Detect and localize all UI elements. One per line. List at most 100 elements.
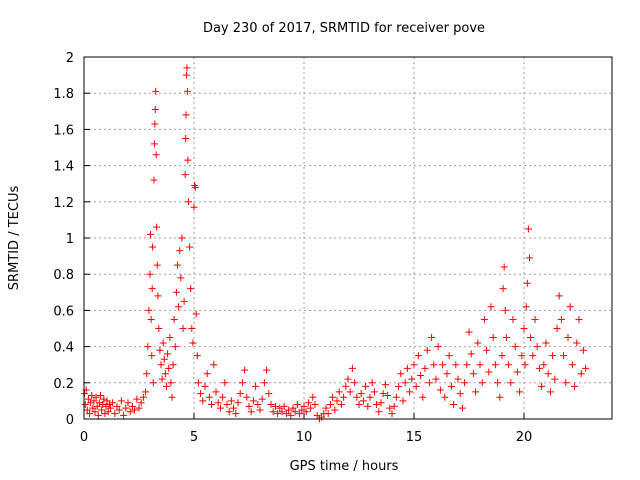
data-point (104, 408, 112, 416)
data-point (153, 261, 161, 269)
data-point (160, 355, 168, 363)
data-point (265, 390, 273, 398)
data-point (135, 404, 143, 412)
data-point (168, 393, 176, 401)
data-point (329, 393, 337, 401)
x-tick-label: 10 (296, 430, 313, 445)
data-point (177, 274, 185, 282)
data-point (489, 334, 497, 342)
data-point (91, 408, 99, 416)
data-point (379, 390, 387, 398)
data-point (133, 395, 141, 403)
data-point (241, 366, 249, 374)
data-point (337, 401, 345, 409)
data-point (280, 402, 288, 410)
data-point (88, 391, 96, 399)
data-point (533, 343, 541, 351)
data-point (184, 156, 192, 164)
data-point (98, 406, 106, 414)
data-point (205, 393, 213, 401)
data-point (191, 182, 199, 190)
data-point (480, 315, 488, 323)
data-point (93, 402, 101, 410)
data-points (80, 64, 590, 423)
x-tick-label: 20 (516, 430, 533, 445)
data-point (502, 334, 510, 342)
data-point (579, 346, 587, 354)
data-point (419, 393, 427, 401)
data-point (384, 391, 392, 399)
data-point (243, 393, 251, 401)
data-point (450, 401, 458, 409)
data-point (174, 261, 181, 269)
data-point (430, 361, 438, 369)
data-point (128, 402, 136, 410)
data-point (276, 404, 284, 412)
data-point (190, 203, 198, 211)
data-point (452, 361, 460, 369)
data-point (137, 399, 145, 407)
y-tick-label: 2 (66, 51, 74, 66)
data-point (454, 375, 462, 383)
data-point (472, 388, 480, 396)
data-point (225, 408, 233, 416)
data-point (144, 343, 152, 351)
data-point (447, 382, 455, 390)
data-point (373, 401, 381, 409)
data-point (527, 334, 535, 342)
y-tick-label: 0 (66, 413, 74, 428)
data-point (236, 390, 244, 398)
data-point (234, 399, 242, 407)
data-point (542, 339, 550, 347)
data-point (298, 406, 306, 414)
data-point (232, 410, 240, 418)
data-point (521, 361, 529, 369)
data-point (252, 382, 260, 390)
y-tick-label: 0.2 (53, 377, 74, 392)
data-point (524, 225, 532, 233)
data-point (105, 401, 113, 409)
data-point (282, 410, 290, 418)
data-point (146, 270, 154, 278)
data-point (441, 393, 449, 401)
data-point (568, 361, 576, 369)
data-point (169, 361, 177, 369)
data-point (155, 325, 163, 332)
data-point (113, 402, 121, 410)
data-point (166, 334, 174, 342)
data-point (216, 404, 224, 412)
data-point (346, 388, 354, 396)
data-point (89, 404, 97, 412)
data-point (214, 399, 222, 407)
data-point (432, 375, 440, 383)
data-point (499, 285, 507, 293)
data-point (307, 404, 315, 412)
data-point (408, 375, 416, 383)
data-point (249, 397, 257, 405)
x-axis-label: GPS time / hours (290, 459, 399, 474)
data-point (355, 401, 363, 409)
data-point (529, 352, 537, 360)
data-point (208, 401, 216, 409)
data-point (516, 388, 524, 396)
data-point (564, 334, 572, 342)
data-point (573, 339, 581, 347)
data-point (582, 364, 590, 372)
data-point (238, 379, 246, 387)
data-point (230, 404, 238, 412)
data-point (322, 404, 330, 412)
data-point (351, 379, 359, 387)
data-point (551, 375, 559, 383)
data-point (263, 366, 271, 374)
data-point (97, 391, 104, 399)
data-point (94, 411, 102, 419)
data-point (187, 285, 195, 293)
data-point (212, 388, 220, 396)
data-point (164, 350, 172, 358)
data-point (154, 292, 162, 300)
data-point (390, 402, 398, 410)
data-point (496, 393, 504, 401)
data-point (219, 393, 227, 401)
y-axis-label: SRMTID / TECUs (7, 186, 22, 291)
